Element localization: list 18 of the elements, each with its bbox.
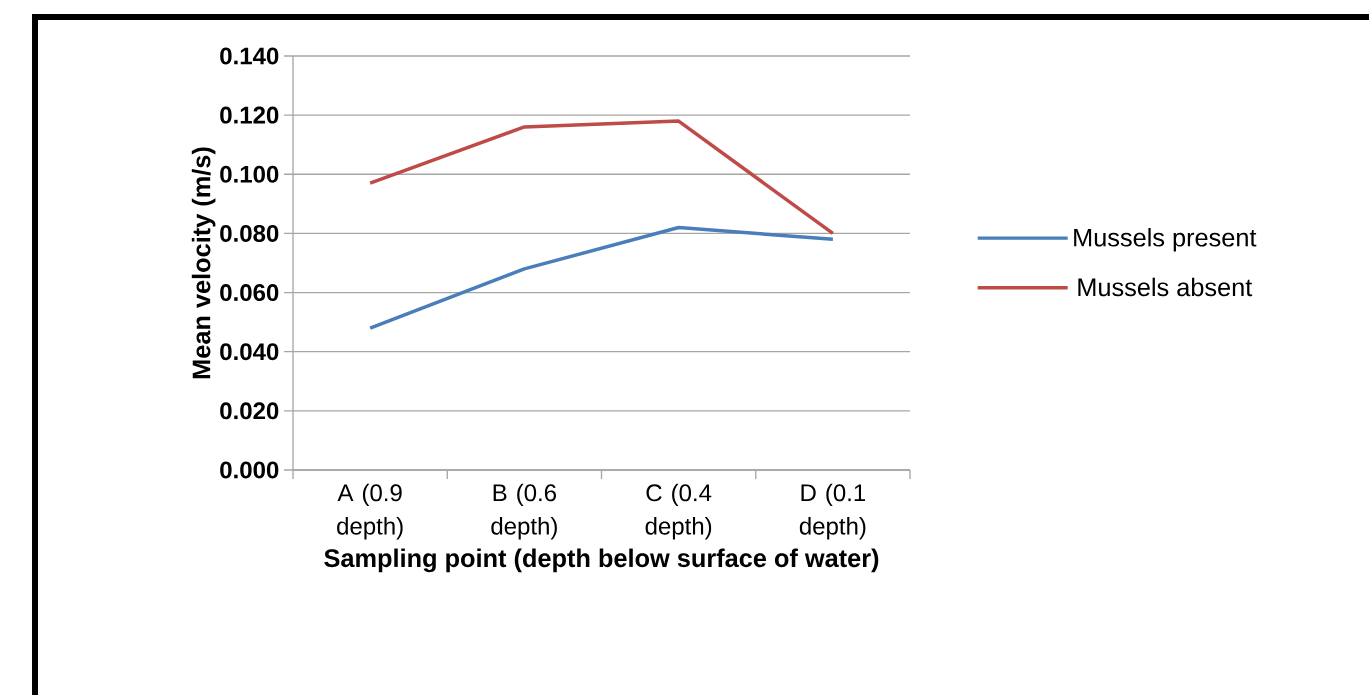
y-tick-label: 0.080 — [220, 224, 279, 242]
x-tick-label: B (0.6 depth) — [491, 483, 557, 540]
legend-label: Mussels present — [1074, 227, 1257, 252]
line-series — [368, 225, 835, 330]
x-axis-title: Sampling point (depth below surface of water) — [324, 548, 879, 573]
y-tick-label: 0.100 — [220, 165, 279, 183]
x-tick-label: C (0.4 depth) — [645, 483, 712, 540]
y-tick-label: 0.060 — [220, 284, 279, 302]
x-tick-label: A (0.9 depth) — [337, 483, 403, 540]
y-tick-label: 0.120 — [220, 106, 279, 124]
y-tick-label: 0.020 — [220, 402, 279, 420]
y-tick-label: 0.040 — [220, 343, 279, 361]
y-tick-label: 0.000 — [220, 461, 279, 479]
legend-label: Mussels absent — [1078, 277, 1253, 297]
y-axis-title: Mean velocity (m/s) — [191, 147, 216, 379]
y-tick-label: 0.140 — [220, 47, 279, 65]
line-series — [368, 119, 835, 236]
x-tick-label: D (0.1 depth) — [799, 483, 866, 540]
